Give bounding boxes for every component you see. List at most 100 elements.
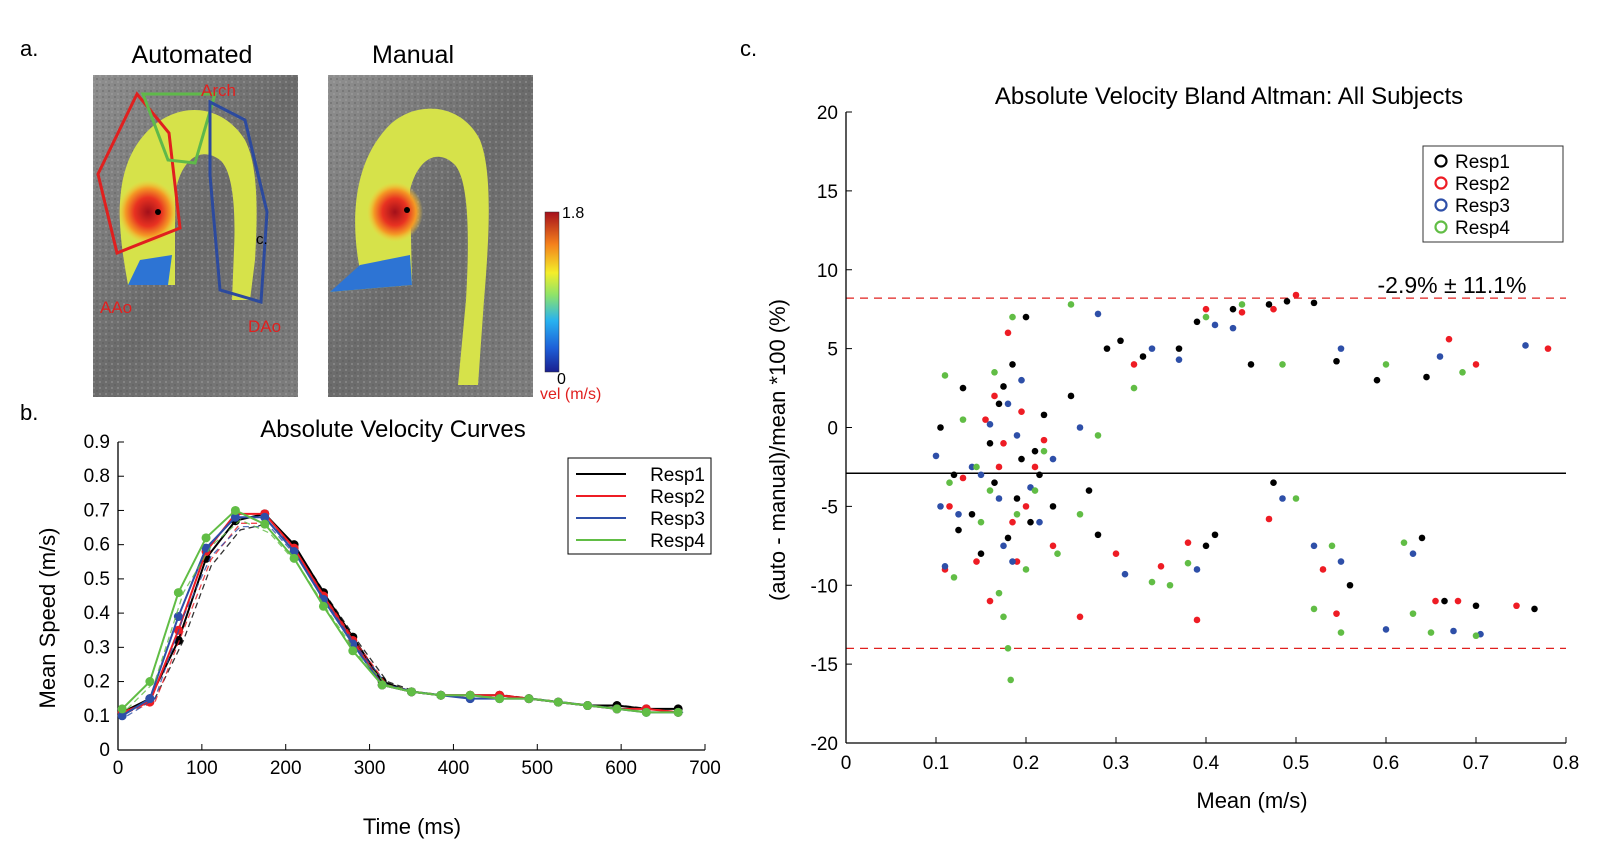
panel-c-xlabel: Mean (m/s) xyxy=(1196,788,1307,813)
panel-c-point-resp3 xyxy=(1094,310,1102,318)
panel-c-point-resp4 xyxy=(1094,432,1102,439)
panel-c-point-resp1 xyxy=(1031,447,1039,455)
panel-c-point-resp2 xyxy=(1202,305,1210,313)
panel-b-x-tick-label: 600 xyxy=(605,758,637,779)
panel-c-point-resp2 xyxy=(1076,613,1084,621)
panel-c-point-resp4 xyxy=(1022,566,1030,573)
panel-c-point-resp4 xyxy=(1004,645,1012,652)
panel-c-x-tick-label: 0.2 xyxy=(1013,753,1039,774)
panel-c-x-tick-label: 0.6 xyxy=(1373,753,1399,774)
panel-c-point-resp4 xyxy=(1427,629,1435,636)
panel-c-annotation: -2.9% ± 11.1% xyxy=(1378,272,1527,298)
panel-c-point-resp1 xyxy=(1139,353,1147,360)
panel-c-point-resp1 xyxy=(1265,301,1273,308)
dao-label: DAo xyxy=(248,317,281,336)
panel-c-point-resp3 xyxy=(1310,542,1318,550)
panel-c-point-resp1 xyxy=(1009,361,1016,368)
panel-b-x-tick-label: 300 xyxy=(354,758,386,779)
panel-c-point-resp3 xyxy=(1229,324,1237,332)
automated-title: Automated xyxy=(132,41,253,69)
panel-b-y-tick-label: 0.6 xyxy=(84,535,110,556)
panel-b-legend-label: Resp3 xyxy=(650,509,705,530)
panel-b-y-tick-label: 0.4 xyxy=(84,603,111,624)
panel-c-point-resp1 xyxy=(1004,534,1012,542)
panel-c-y-tick-label: 10 xyxy=(817,261,838,282)
panel-c-point-resp3 xyxy=(1004,400,1012,408)
colorbar-unit: vel (m/s) xyxy=(540,386,601,403)
panel-c-point-resp4 xyxy=(1310,605,1318,613)
panel-c-y-tick-label: -10 xyxy=(811,576,838,597)
panel-b-y-tick-label: 0.8 xyxy=(84,466,110,487)
panel-b-point-resp4 xyxy=(553,697,563,707)
panel-b-title: Absolute Velocity Curves xyxy=(260,416,525,443)
panel-c-point-resp1 xyxy=(1270,479,1277,487)
panel-c-point-resp1 xyxy=(1423,373,1430,381)
panel-c-point-resp1 xyxy=(1036,471,1043,479)
panel-b-legend-label: Resp4 xyxy=(650,531,705,552)
panel-c-point-resp3 xyxy=(1049,455,1057,463)
panel-c-legend-marker xyxy=(1434,198,1448,212)
panel-c-point-resp2 xyxy=(1112,550,1120,557)
panel-c-point-resp4 xyxy=(1067,301,1075,308)
panel-c-y-tick-label: 0 xyxy=(827,419,838,440)
panel-c-point-resp1 xyxy=(1229,305,1237,313)
panel-c-legend-marker xyxy=(1434,154,1448,168)
panel-c-point-resp3 xyxy=(1211,321,1219,329)
panel-c-point-resp2 xyxy=(1432,597,1439,605)
panel-b-x-tick-label: 200 xyxy=(270,758,302,779)
panel-c-points xyxy=(932,291,1552,684)
panel-a: a. Automated Manual Arch AAo DAo c. xyxy=(20,36,601,403)
panel-c-point-resp2 xyxy=(1022,503,1030,510)
panel-c-point-resp1 xyxy=(1283,298,1291,305)
panel-c-point-resp1 xyxy=(968,510,976,518)
panel-c-point-resp1 xyxy=(1441,597,1448,605)
panel-c-point-resp3 xyxy=(1000,542,1007,550)
panel-c-point-resp1 xyxy=(1472,602,1480,610)
panel-c-x-tick-label: 0.5 xyxy=(1283,753,1309,774)
panel-c-point-resp3 xyxy=(1522,342,1529,349)
panel-b: b. Absolute Velocity Curves 0 100 200 300 40… xyxy=(20,400,721,839)
panel-c-legend-label: Resp2 xyxy=(1455,174,1510,195)
panel-b-point-resp3 xyxy=(289,547,299,557)
panel-b-point-resp4 xyxy=(641,707,651,717)
panel-c-point-resp1 xyxy=(950,471,958,479)
panel-c-point-resp2 xyxy=(1184,539,1192,546)
panel-b-point-resp4 xyxy=(465,690,475,700)
panel-c-point-resp2 xyxy=(1292,291,1300,299)
automated-image: Arch AAo DAo c. xyxy=(93,75,298,397)
panel-c-point-resp1 xyxy=(1085,487,1093,494)
panel-c-point-resp2 xyxy=(973,558,980,565)
panel-c-point-resp4 xyxy=(1400,539,1408,546)
panel-c-point-resp2 xyxy=(991,392,998,400)
panel-c-point-resp4 xyxy=(1202,313,1210,321)
aao-roi xyxy=(96,91,182,256)
panel-c-point-resp3 xyxy=(1036,518,1043,526)
panel-c-legend-label: Resp1 xyxy=(1455,152,1510,173)
panel-c-point-resp4 xyxy=(1184,559,1192,567)
panel-c-point-resp2 xyxy=(1004,329,1012,337)
panel-b-series-line-resp4 xyxy=(121,509,679,714)
panel-b-point-resp3 xyxy=(117,711,127,721)
panel-c-point-resp2 xyxy=(1472,361,1480,368)
panel-b-y-tick-label: 0.5 xyxy=(84,569,110,590)
panel-c-point-resp3 xyxy=(1076,424,1084,431)
panel-b-point-resp4 xyxy=(348,646,358,656)
panel-c-point-resp4 xyxy=(1238,301,1246,308)
panel-b-x-tick-label: 400 xyxy=(438,758,470,779)
panel-c-point-resp4 xyxy=(941,372,949,379)
panel-c-point-resp3 xyxy=(1436,353,1444,360)
panel-c-x-tick-label: 0.8 xyxy=(1553,753,1579,774)
panel-c-point-resp4 xyxy=(1472,632,1480,640)
panel-c-y-tick-label: 5 xyxy=(827,340,838,361)
panel-c-point-resp4 xyxy=(1130,384,1138,392)
panel-c-y-tick-label: 15 xyxy=(817,182,838,203)
panel-c-point-resp3 xyxy=(986,421,994,428)
panel-b-point-resp4 xyxy=(524,694,534,704)
panel-b-point-resp4 xyxy=(173,588,183,598)
panel-c-point-resp3 xyxy=(955,510,962,518)
panel-c-point-resp3 xyxy=(995,495,1003,502)
colorbar-min: 0 xyxy=(557,371,566,388)
panel-c-point-resp1 xyxy=(986,439,994,447)
